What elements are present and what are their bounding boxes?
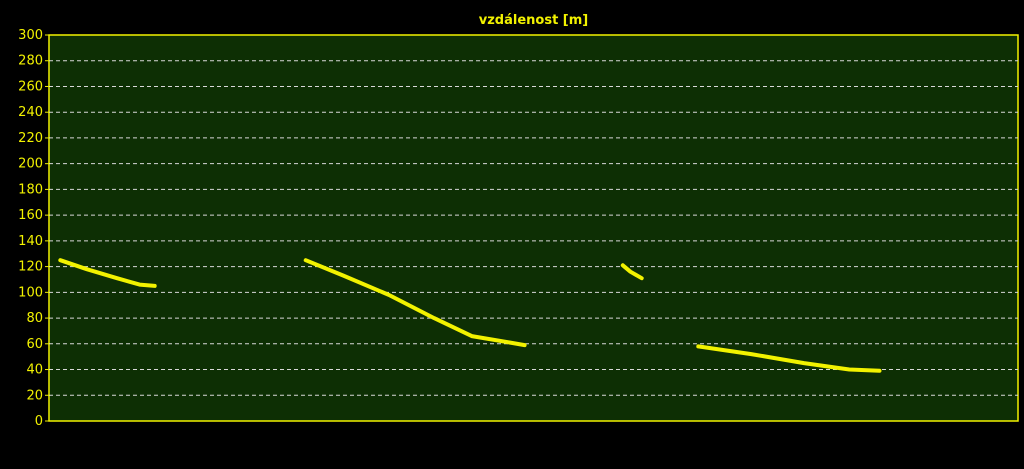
- y-tick-label: 60: [26, 337, 43, 352]
- y-tick-label: 180: [18, 182, 43, 197]
- y-tick-label: 260: [18, 79, 43, 94]
- y-tick-label: 240: [18, 105, 43, 120]
- y-tick-label: 120: [18, 260, 43, 275]
- y-tick-label: 140: [18, 234, 43, 249]
- y-tick-label: 220: [18, 131, 43, 146]
- y-tick-label: 40: [26, 363, 43, 378]
- y-tick-label: 200: [18, 157, 43, 172]
- y-tick-label: 80: [26, 311, 43, 326]
- y-tick-label: 280: [18, 54, 43, 69]
- y-tick-label: 0: [35, 414, 43, 429]
- chart-title: vzdálenost [m]: [479, 13, 588, 28]
- y-axis-ticks: 0 20 40 60 80 100 120 140 160 180 200 220 240 260 280 3…: [18, 28, 49, 429]
- plot-area: [49, 35, 1018, 421]
- y-tick-label: 160: [18, 208, 43, 223]
- y-tick-label: 300: [18, 28, 43, 43]
- y-tick-label: 20: [26, 388, 43, 403]
- y-tick-label: 100: [18, 285, 43, 300]
